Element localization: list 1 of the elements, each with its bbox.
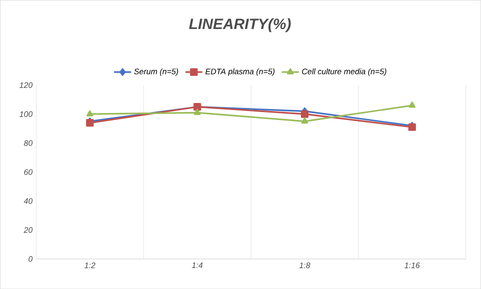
chart-title: LINEARITY(%) [189,18,291,32]
